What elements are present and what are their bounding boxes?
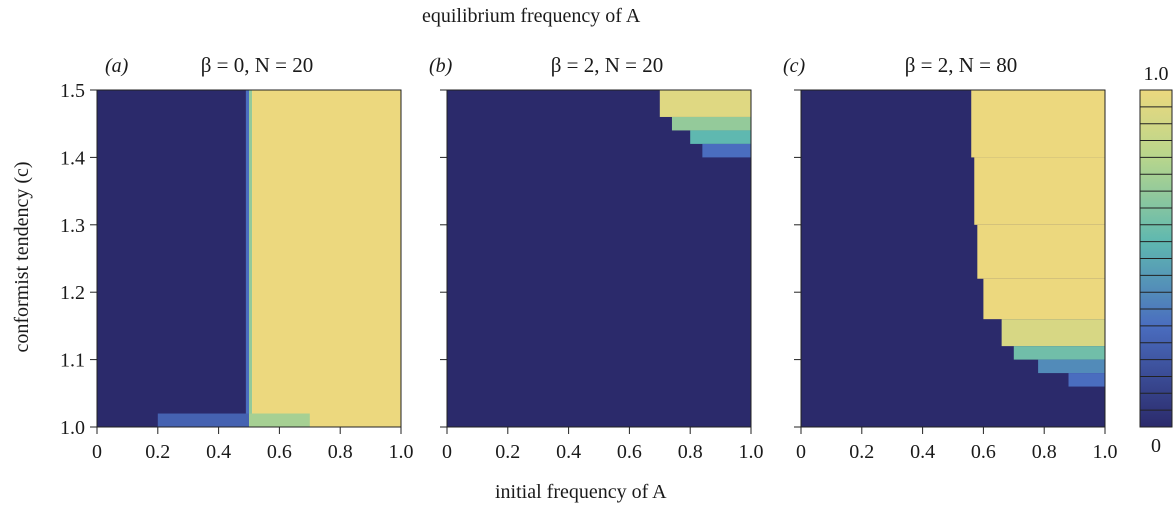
y-tick-label: 1.1 xyxy=(60,350,85,372)
colorbar-max-label: 1.0 xyxy=(1144,63,1169,85)
panels: 0 0.2 0.4 0.6 0.8 1.0 1.0 1.1 1.2 1.3 1.4 1.5 (a) β =… xyxy=(60,53,1118,463)
x-tick-label: 0.8 xyxy=(328,441,353,463)
y-tick-label: 1.2 xyxy=(60,282,85,304)
x-tick-label: 0 xyxy=(92,441,102,463)
x-tick-label: 0.4 xyxy=(910,441,935,463)
x-tick-label: 0.4 xyxy=(206,441,231,463)
panel-label: (b) xyxy=(429,55,453,77)
x-tick-label: 0 xyxy=(442,441,452,463)
heatmap-cell xyxy=(447,90,751,427)
x-tick-label: 0.6 xyxy=(617,441,642,463)
x-axis-label: initial frequency of A xyxy=(495,481,667,503)
heatmap-cell xyxy=(971,90,1105,158)
x-tick-label: 0.2 xyxy=(145,441,170,463)
x-tick-label: 0.2 xyxy=(849,441,874,463)
y-tick-label: 1.4 xyxy=(60,147,85,169)
heatmap-cell xyxy=(157,413,249,427)
heatmap-cell xyxy=(1068,373,1105,387)
heatmap-cell xyxy=(245,90,249,427)
figure-supertitle: equilibrium frequency of A xyxy=(422,5,641,27)
heatmap-cell xyxy=(97,90,246,427)
y-tick-label: 1.0 xyxy=(60,417,85,439)
plot-frame xyxy=(96,89,402,428)
x-tick-label: 1.0 xyxy=(1093,441,1118,463)
heatmap-cell xyxy=(974,157,1105,225)
y-axis-label: conformist tendency (c) xyxy=(11,161,33,352)
heatmap-cell xyxy=(702,143,751,158)
x-tick-label: 0.8 xyxy=(1032,441,1057,463)
heatmap-cell xyxy=(983,278,1105,320)
x-tick-label: 1.0 xyxy=(389,441,414,463)
heatmap-cell xyxy=(249,90,253,427)
heatmap-cell xyxy=(1001,319,1105,347)
x-tick-label: 0.6 xyxy=(971,441,996,463)
plot-frame xyxy=(800,89,1106,428)
panel-1: 0 0.2 0.4 0.6 0.8 1.0 1.0 1.1 1.2 1.3 1.4 1.5 (a) β =… xyxy=(60,53,414,463)
heatmap-cell xyxy=(977,224,1105,279)
colorbar-level-lines xyxy=(1140,106,1172,411)
heatmap-cell xyxy=(659,90,751,117)
x-tick-label: 0.6 xyxy=(267,441,292,463)
panel-3: 0 0.2 0.4 0.6 0.8 1.0 (c) β = 2, N = 80 xyxy=(783,53,1118,463)
heatmap-cell xyxy=(252,90,401,427)
panel-label: (c) xyxy=(783,55,806,77)
x-tick-label: 0.2 xyxy=(495,441,520,463)
heatmap-cell xyxy=(671,116,751,131)
heatmap-cell xyxy=(1038,359,1105,374)
plot-frame xyxy=(446,89,752,428)
x-tick-label: 0 xyxy=(796,441,806,463)
x-tick-label: 0.8 xyxy=(678,441,703,463)
heatmap-cell xyxy=(1013,346,1105,360)
panel-title: β = 2, N = 80 xyxy=(905,53,1018,77)
panel-title: β = 2, N = 20 xyxy=(551,53,664,77)
colorbar: 1.0 0 xyxy=(1139,63,1173,457)
heatmap-cell xyxy=(249,413,310,427)
colorbar-min-label: 0 xyxy=(1151,435,1161,457)
colorbar-frame xyxy=(1139,89,1173,428)
heatmap-cell xyxy=(690,130,751,144)
panel-2: 0 0.2 0.4 0.6 0.8 1.0 (b) β = 2, N = 20 xyxy=(429,53,764,463)
panel-title: β = 0, N = 20 xyxy=(201,53,314,77)
panel-label: (a) xyxy=(105,55,129,77)
x-tick-label: 0.4 xyxy=(556,441,581,463)
y-tick-label: 1.3 xyxy=(60,215,85,237)
x-tick-label: 1.0 xyxy=(739,441,764,463)
y-tick-label: 1.5 xyxy=(60,80,85,102)
